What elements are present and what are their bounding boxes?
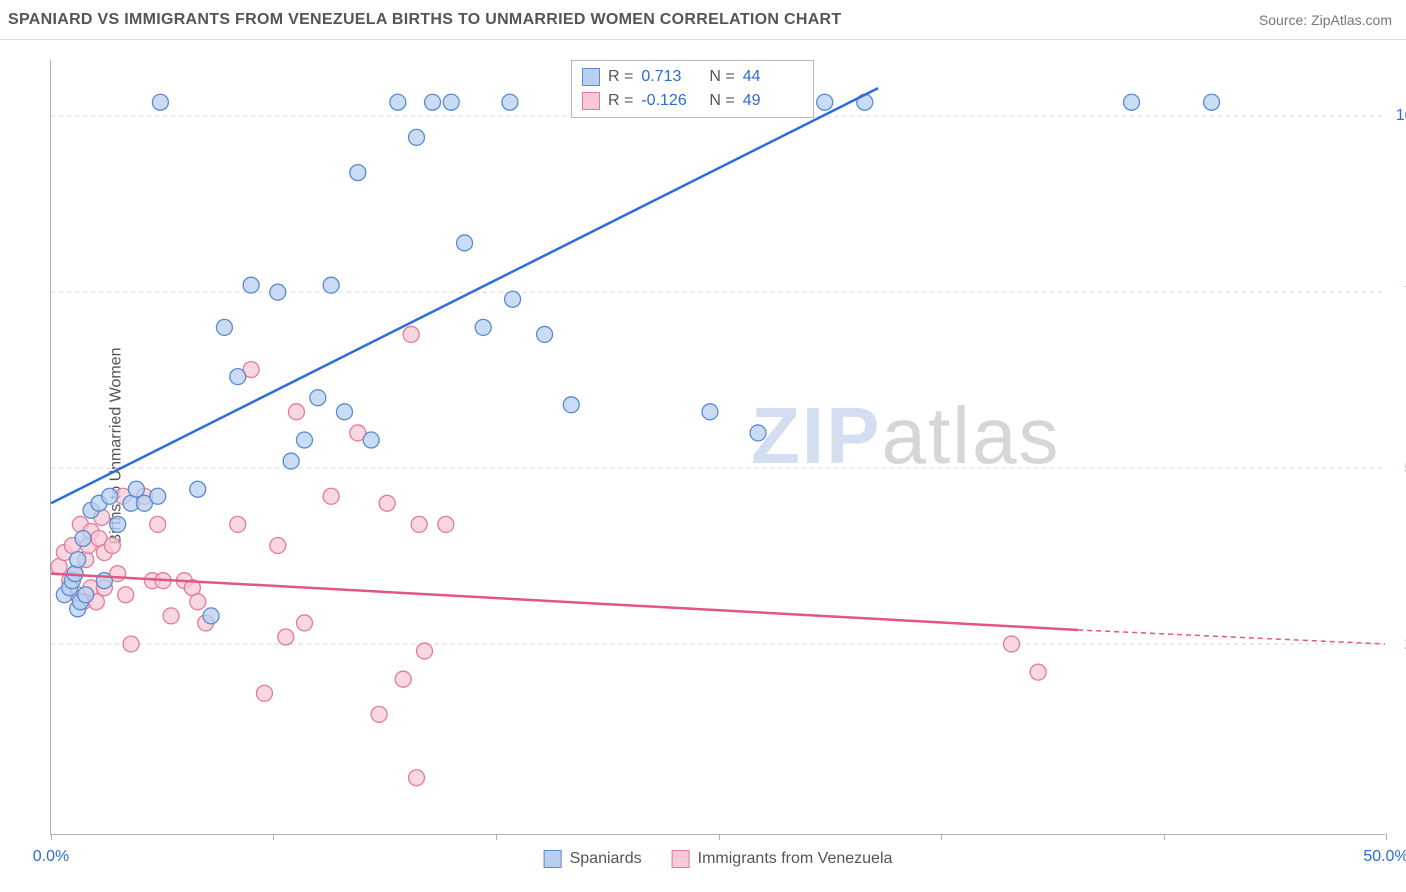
x-tick-mark: [496, 834, 497, 840]
bottom-legend: Spaniards Immigrants from Venezuela: [544, 850, 893, 868]
x-tick-mark: [1386, 834, 1387, 840]
swatch-spaniards: [582, 68, 600, 86]
scatter-point-venezuela: [230, 516, 246, 532]
legend-label-spaniards: Spaniards: [570, 850, 642, 868]
scatter-point-spaniards: [702, 404, 718, 420]
scatter-point-spaniards: [70, 552, 86, 568]
r-label: R =: [608, 65, 633, 89]
r-value-spaniards: 0.713: [641, 65, 701, 89]
scatter-point-venezuela: [395, 671, 411, 687]
scatter-point-venezuela: [411, 516, 427, 532]
scatter-point-spaniards: [243, 277, 259, 293]
scatter-point-venezuela: [379, 495, 395, 511]
scatter-point-spaniards: [409, 129, 425, 145]
x-tick-mark: [273, 834, 274, 840]
scatter-point-spaniards: [350, 165, 366, 181]
scatter-point-spaniards: [296, 432, 312, 448]
scatter-point-spaniards: [817, 94, 833, 110]
scatter-point-venezuela: [163, 608, 179, 624]
scatter-point-venezuela: [1030, 664, 1046, 680]
scatter-point-spaniards: [475, 319, 491, 335]
scatter-point-venezuela: [323, 488, 339, 504]
scatter-point-venezuela: [278, 629, 294, 645]
x-tick-0: 0.0%: [33, 848, 69, 866]
x-tick-mark: [719, 834, 720, 840]
scatter-point-venezuela: [409, 770, 425, 786]
scatter-point-venezuela: [438, 516, 454, 532]
scatter-point-spaniards: [457, 235, 473, 251]
legend-row-spaniards: R = 0.713 N = 44: [582, 65, 803, 89]
scatter-point-spaniards: [310, 390, 326, 406]
scatter-point-spaniards: [190, 481, 206, 497]
scatter-point-spaniards: [270, 284, 286, 300]
scatter-point-venezuela: [371, 706, 387, 722]
scatter-point-spaniards: [323, 277, 339, 293]
x-tick-mark: [941, 834, 942, 840]
correlation-legend: R = 0.713 N = 44 R = -0.126 N = 49: [571, 60, 814, 118]
plot-svg: [51, 60, 1385, 834]
scatter-point-spaniards: [216, 319, 232, 335]
n-value-spaniards: 44: [743, 65, 803, 89]
scatter-point-venezuela: [123, 636, 139, 652]
y-tick-label: 100.0%: [1396, 107, 1406, 125]
swatch-venezuela: [582, 92, 600, 110]
scatter-point-spaniards: [750, 425, 766, 441]
swatch-spaniards-2: [544, 850, 562, 868]
scatter-point-spaniards: [203, 608, 219, 624]
scatter-point-spaniards: [443, 94, 459, 110]
title-bar: SPANIARD VS IMMIGRANTS FROM VENEZUELA BI…: [0, 0, 1406, 40]
scatter-point-venezuela: [270, 538, 286, 554]
x-tick-50: 50.0%: [1363, 848, 1406, 866]
scatter-point-spaniards: [128, 481, 144, 497]
scatter-point-venezuela: [417, 643, 433, 659]
n-value-venezuela: 49: [743, 89, 803, 113]
scatter-point-spaniards: [152, 94, 168, 110]
scatter-point-venezuela: [190, 594, 206, 610]
n-label-2: N =: [709, 89, 734, 113]
regression-line-dashed: [1078, 630, 1385, 644]
legend-label-venezuela: Immigrants from Venezuela: [698, 850, 893, 868]
scatter-point-spaniards: [283, 453, 299, 469]
legend-item-spaniards: Spaniards: [544, 850, 642, 868]
x-tick-mark: [51, 834, 52, 840]
scatter-point-venezuela: [288, 404, 304, 420]
scatter-point-spaniards: [1124, 94, 1140, 110]
scatter-point-spaniards: [563, 397, 579, 413]
scatter-point-spaniards: [390, 94, 406, 110]
chart-container: SPANIARD VS IMMIGRANTS FROM VENEZUELA BI…: [0, 0, 1406, 892]
scatter-point-venezuela: [403, 326, 419, 342]
x-tick-mark: [1164, 834, 1165, 840]
scatter-point-venezuela: [104, 538, 120, 554]
chart-title: SPANIARD VS IMMIGRANTS FROM VENEZUELA BI…: [8, 11, 841, 29]
n-label: N =: [709, 65, 734, 89]
scatter-point-spaniards: [336, 404, 352, 420]
scatter-point-spaniards: [102, 488, 118, 504]
scatter-point-venezuela: [256, 685, 272, 701]
scatter-point-spaniards: [425, 94, 441, 110]
plot-area: ZIPatlas 25.0%50.0%75.0%100.0% 0.0% 50.0…: [50, 60, 1385, 835]
source-label: Source: ZipAtlas.com: [1259, 12, 1392, 28]
swatch-venezuela-2: [672, 850, 690, 868]
scatter-point-spaniards: [505, 291, 521, 307]
scatter-point-spaniards: [230, 369, 246, 385]
scatter-point-venezuela: [118, 587, 134, 603]
r-label-2: R =: [608, 89, 633, 113]
scatter-point-venezuela: [150, 516, 166, 532]
scatter-point-spaniards: [363, 432, 379, 448]
legend-row-venezuela: R = -0.126 N = 49: [582, 89, 803, 113]
scatter-point-venezuela: [296, 615, 312, 631]
scatter-point-spaniards: [75, 530, 91, 546]
scatter-point-spaniards: [110, 516, 126, 532]
scatter-point-spaniards: [150, 488, 166, 504]
scatter-point-spaniards: [1204, 94, 1220, 110]
scatter-point-spaniards: [78, 587, 94, 603]
regression-line: [51, 88, 878, 503]
scatter-point-spaniards: [537, 326, 553, 342]
scatter-point-spaniards: [502, 94, 518, 110]
r-value-venezuela: -0.126: [641, 89, 701, 113]
scatter-point-venezuela: [1003, 636, 1019, 652]
legend-item-venezuela: Immigrants from Venezuela: [672, 850, 893, 868]
